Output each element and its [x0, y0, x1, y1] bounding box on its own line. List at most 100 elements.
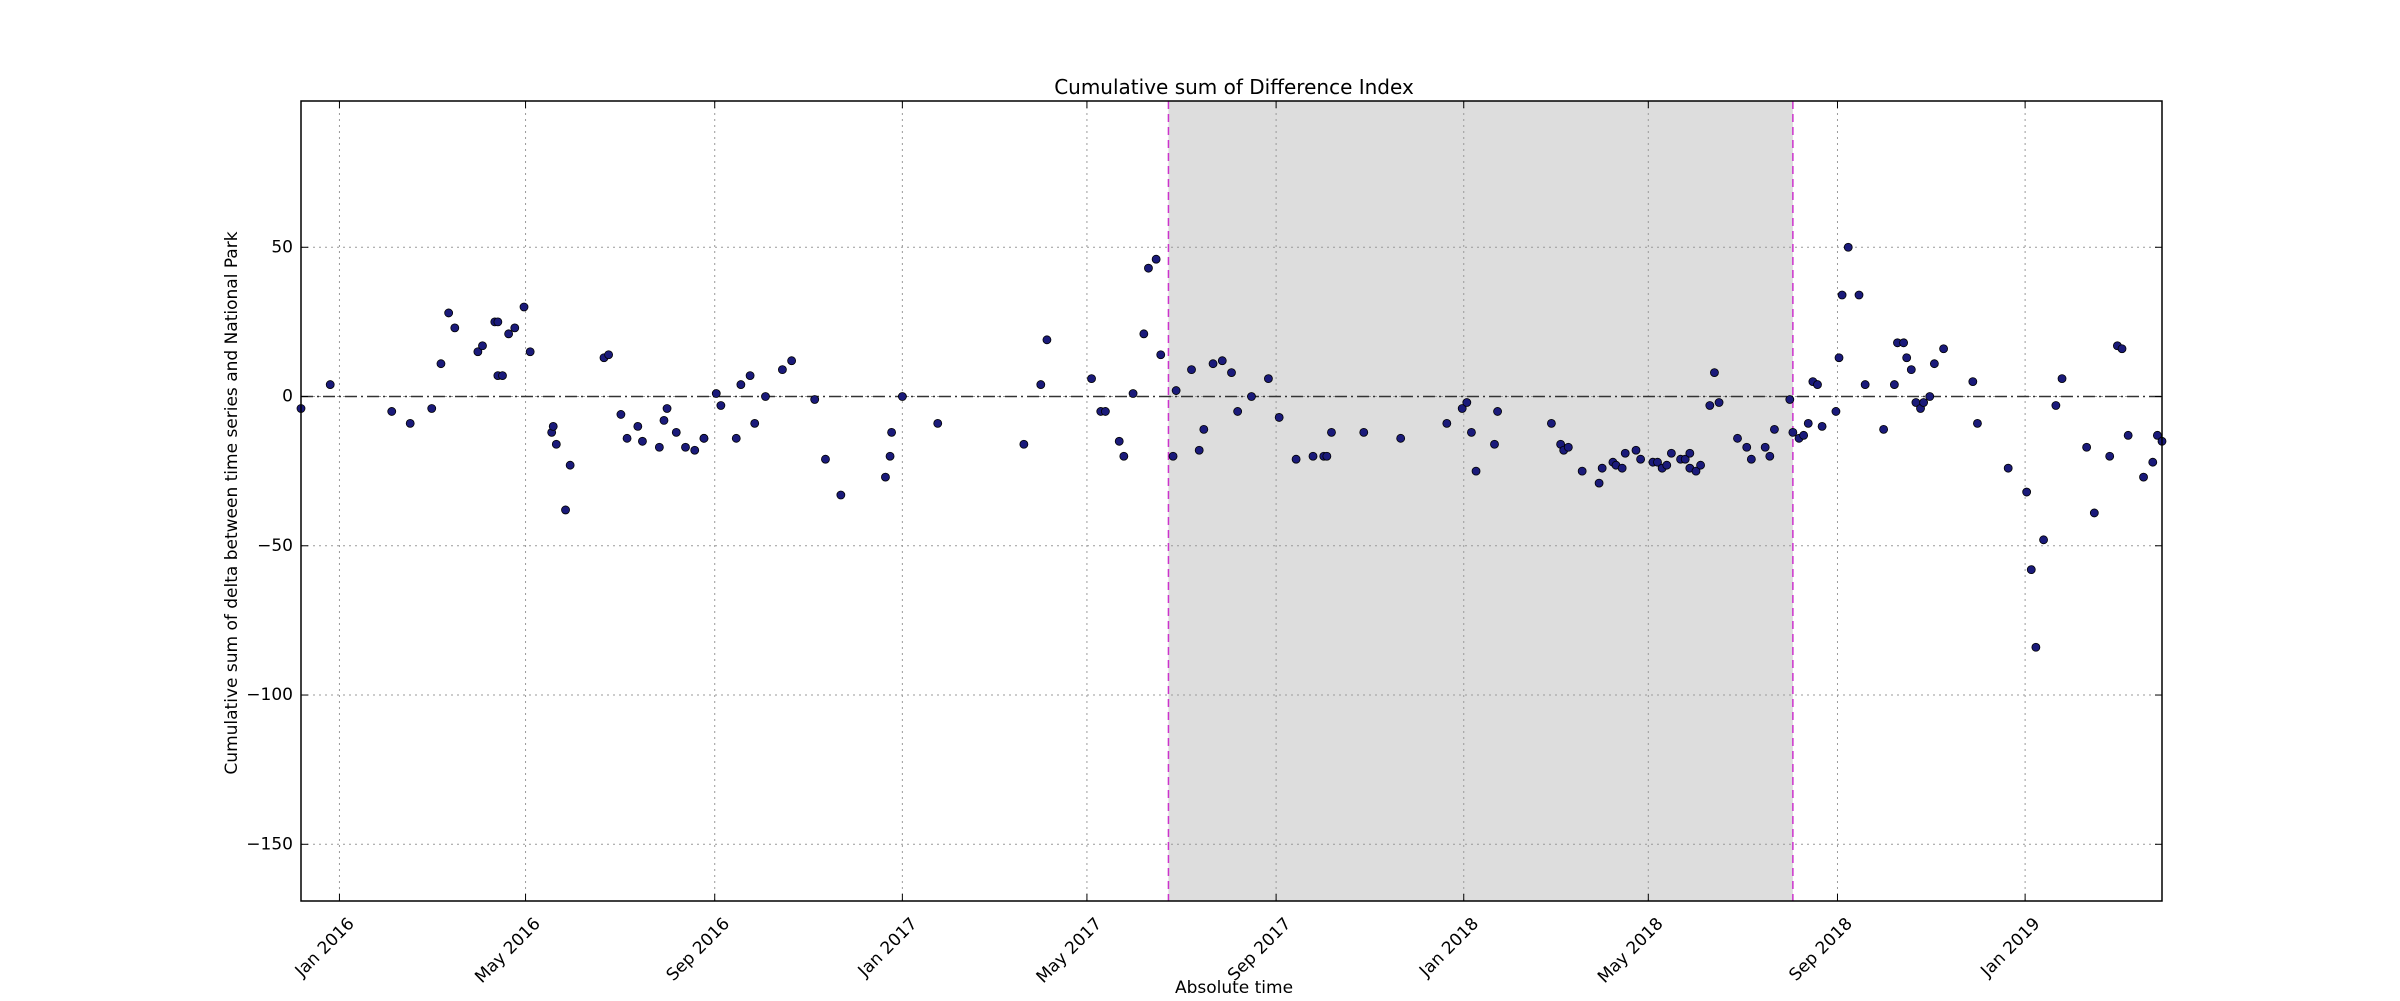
data-point	[1168, 451, 1178, 461]
data-point	[1036, 380, 1046, 389]
data-point	[810, 395, 820, 404]
data-point	[1685, 448, 1695, 458]
data-point	[616, 410, 626, 419]
data-point	[2117, 344, 2127, 354]
data-point	[731, 433, 741, 443]
data-point	[885, 451, 895, 461]
data-point	[2022, 487, 2032, 497]
data-point	[525, 347, 535, 357]
data-point	[1653, 457, 1662, 467]
data-point	[561, 505, 570, 515]
data-point	[1705, 401, 1715, 410]
data-point	[1217, 356, 1227, 366]
data-point	[1799, 430, 1809, 440]
data-point	[1396, 433, 1406, 443]
data-point	[1666, 448, 1676, 458]
y-tick-label: 0	[282, 387, 293, 407]
data-point	[1817, 421, 1827, 431]
data-point	[1831, 407, 1841, 416]
data-point	[1929, 359, 1939, 369]
data-point	[1291, 454, 1301, 464]
data-point	[2039, 535, 2048, 545]
data-point	[1620, 448, 1630, 458]
data-point	[777, 365, 787, 375]
data-point	[716, 401, 726, 410]
data-point	[699, 433, 709, 443]
data-point	[887, 427, 896, 437]
data-point	[1860, 380, 1870, 389]
data-point	[897, 392, 907, 401]
data-point	[325, 380, 335, 389]
data-point	[1760, 442, 1770, 452]
data-point	[510, 323, 520, 333]
data-point	[711, 389, 721, 398]
data-point	[1889, 380, 1899, 389]
data-point	[1925, 392, 1935, 401]
data-point	[2105, 451, 2115, 461]
data-point	[750, 418, 760, 428]
data-point	[1733, 433, 1742, 443]
x-axis-title: Absolute time	[1175, 978, 1293, 998]
data-point	[1919, 398, 1929, 407]
plot-frame	[300, 100, 2163, 902]
data-point	[659, 416, 669, 425]
data-point	[638, 436, 647, 446]
data-point	[1100, 407, 1110, 416]
y-axis: 50 0 −50 −100 −150	[246, 237, 2162, 854]
data-point	[690, 445, 700, 455]
data-point	[1680, 454, 1690, 464]
data-point	[427, 404, 437, 413]
data-point	[1264, 374, 1273, 384]
data-point	[622, 433, 632, 443]
data-point	[1490, 439, 1499, 449]
data-point	[548, 421, 558, 431]
data-point	[1742, 442, 1752, 452]
data-point	[1837, 290, 1847, 300]
data-point	[450, 323, 460, 333]
data-point	[2148, 457, 2158, 467]
data-point	[1457, 404, 1467, 413]
data-point	[1119, 451, 1129, 461]
data-point	[881, 472, 890, 482]
data-point	[836, 490, 846, 500]
data-point	[519, 302, 529, 312]
data-point	[1171, 386, 1181, 395]
data-point	[1691, 466, 1701, 476]
data-point	[1308, 451, 1318, 461]
data-point	[787, 356, 797, 366]
data-point	[1187, 365, 1196, 375]
data-point	[1899, 338, 1909, 348]
data-point	[2051, 401, 2061, 410]
data-point	[633, 421, 643, 431]
data-point	[1227, 368, 1236, 378]
data-point	[745, 371, 755, 381]
y-tick-label: 50	[271, 237, 293, 257]
data-point	[2123, 430, 2133, 440]
data-point	[2031, 642, 2041, 652]
shaded-region	[1168, 101, 1793, 901]
data-point	[504, 329, 514, 339]
data-point	[654, 442, 664, 452]
data-point	[1493, 407, 1502, 416]
data-point	[1471, 466, 1481, 476]
data-point	[662, 404, 672, 413]
data-point	[1087, 374, 1096, 384]
data-point	[1128, 389, 1138, 398]
data-point	[1746, 454, 1756, 464]
data-point	[493, 317, 503, 327]
data-point	[1359, 427, 1369, 437]
data-point	[1617, 463, 1627, 473]
data-point	[1879, 424, 1889, 434]
data-point	[1803, 418, 1813, 428]
data-point	[1467, 427, 1476, 437]
data-point	[2057, 374, 2067, 384]
data-point	[1765, 451, 1775, 461]
data-point	[1813, 380, 1822, 389]
data-point	[1208, 359, 1218, 369]
data-point	[1788, 427, 1798, 437]
data-point	[1547, 418, 1556, 428]
data-point	[1151, 254, 1161, 264]
data-points	[296, 242, 2167, 652]
data-point	[1139, 329, 1149, 339]
